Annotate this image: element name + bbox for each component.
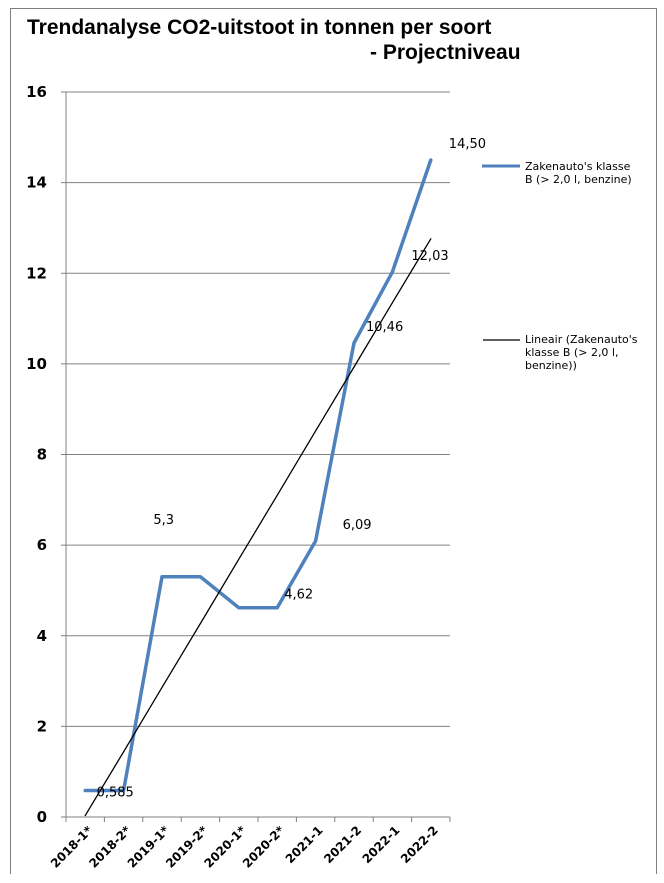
- series-lines: [83, 158, 433, 817]
- data-label: 0,585: [97, 785, 134, 800]
- gridlines: [66, 91, 450, 727]
- y-tick-label: 14: [26, 174, 47, 192]
- data-label: 5,3: [153, 513, 174, 528]
- data-label: 12,03: [411, 249, 448, 264]
- chart-title-line-2: - Projectniveau: [370, 41, 521, 64]
- y-tick-label: 12: [26, 264, 47, 282]
- x-tick-label: 2020-2*: [240, 823, 288, 871]
- x-tick-label: 2022-1: [360, 823, 403, 866]
- y-tick-label: 16: [26, 83, 47, 101]
- x-tick-label: 2021-2: [321, 823, 364, 866]
- data-labels: 0,585 5,3 4,62 6,09 10,46 12,03 14,50: [97, 137, 486, 801]
- legend-label-trendline: benzine)): [525, 359, 577, 372]
- data-label: 14,50: [449, 137, 486, 152]
- data-label: 10,46: [366, 320, 403, 335]
- x-tick-label: 2022-2: [398, 823, 441, 866]
- legend-label-trendline: klasse B (> 2,0 l,: [525, 346, 618, 359]
- y-tick-label: 2: [37, 717, 47, 735]
- axes: 02468101214162018-1*2018-2*2019-1*2019-2…: [26, 83, 451, 871]
- x-tick-label: 2021-1: [283, 823, 326, 866]
- y-tick-label: 4: [37, 627, 47, 645]
- data-label: 6,09: [343, 518, 372, 533]
- data-label: 4,62: [284, 588, 313, 603]
- y-tick-label: 0: [37, 808, 47, 826]
- legend-label-zakenauto: B (> 2,0 l, benzine): [525, 173, 632, 186]
- y-tick-label: 10: [26, 355, 47, 373]
- trendline: [84, 238, 432, 817]
- chart-title-line-1: Trendanalyse CO2-uitstoot in tonnen per …: [27, 16, 492, 39]
- y-tick-label: 6: [37, 536, 47, 554]
- series-line-zakenauto: [83, 158, 433, 793]
- chart-frame: [10, 8, 657, 874]
- legend-label-zakenauto: Zakenauto's klasse: [525, 160, 631, 173]
- y-tick-label: 8: [37, 446, 47, 464]
- legend-label-trendline: Lineair (Zakenauto's: [525, 333, 638, 346]
